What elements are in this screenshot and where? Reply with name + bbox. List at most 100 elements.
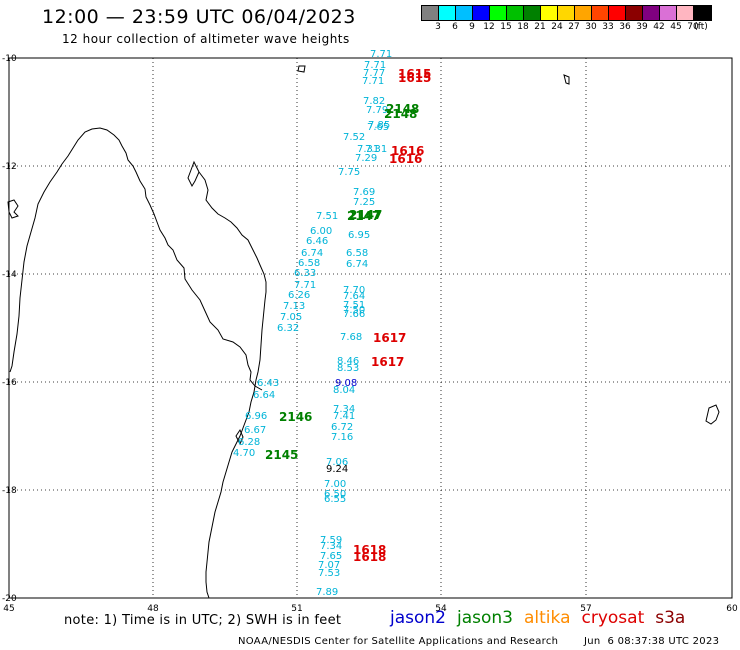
swh-value-label: 7.07	[318, 560, 340, 571]
pass-time-label: 2147	[349, 208, 382, 222]
longitude-label: 51	[291, 604, 302, 614]
colorbar-swatch	[473, 6, 490, 20]
legend-s3a: s3a	[655, 608, 686, 628]
colorbar-swatch	[456, 6, 473, 20]
latitude-label: -12	[2, 162, 17, 172]
swh-value-label: 7.66	[343, 309, 365, 320]
footer-note: note: 1) Time is in UTC; 2) SWH is in fe…	[64, 613, 342, 628]
wave-height-colorbar	[421, 5, 712, 21]
colorbar-tick-label: 21	[534, 22, 546, 32]
generated-timestamp: Jun 6 08:37:38 UTC 2023	[584, 636, 720, 647]
swh-value-label: 6.43	[257, 378, 279, 389]
page-subtitle: 12 hour collection of altimeter wave hei…	[62, 32, 350, 46]
swh-value-label: 7.77	[363, 68, 385, 79]
pass-time-label: 1615	[398, 71, 431, 85]
swh-value-label: 7.69	[353, 187, 375, 198]
swh-value-label: 6.46	[306, 236, 328, 247]
swh-value-label: 7.51	[316, 211, 338, 222]
swh-value-label: 6.64	[253, 390, 275, 401]
colorbar-tick-label: (ft)	[694, 22, 708, 32]
colorbar-tick-label: 9	[469, 22, 475, 32]
longitude-label: 54	[435, 604, 447, 614]
swh-value-label: 6.96	[245, 411, 267, 422]
legend-jason3: jason3	[457, 608, 513, 628]
colorbar-swatch	[422, 6, 439, 20]
swh-value-label: 7.25	[353, 197, 375, 208]
swh-value-label: 6.67	[244, 425, 266, 436]
swh-value-label: 6.28	[238, 437, 260, 448]
swh-value-label: 7.71	[370, 49, 392, 60]
swh-value-label: 7.16	[331, 432, 353, 443]
coastlines	[7, 65, 720, 599]
colorbar-swatch	[694, 6, 711, 20]
longitude-label: 45	[3, 604, 14, 614]
colorbar-tick-label: 70	[687, 22, 699, 32]
pass-time-label: 1616	[389, 152, 422, 166]
swh-value-label: 6.33	[294, 268, 316, 279]
swh-value-label: 6.58	[346, 248, 368, 259]
colorbar-tick-label: 6	[452, 22, 458, 32]
colorbar-swatch	[558, 6, 575, 20]
swh-value-label: 7.06	[326, 457, 348, 468]
colorbar-tick-label: 30	[585, 22, 597, 32]
longitude-labels: 45 48 51 54 57 60	[3, 604, 738, 614]
swh-value-label: 7.59	[320, 535, 342, 546]
swh-value-label: 7.79	[366, 105, 388, 116]
colorbar-tick-label: 3	[435, 22, 441, 32]
pass-time-label: 1618	[353, 543, 386, 557]
swh-value-label: 7.82	[363, 96, 385, 107]
legend-altika: altika	[524, 608, 571, 628]
swh-value-label: 7.05	[280, 312, 302, 323]
pass-time-label: 1617	[371, 355, 404, 369]
colorbar-tick-label: 18	[517, 22, 529, 32]
page-title: 12:00 — 23:59 UTC 06/04/2023	[42, 6, 356, 28]
swh-value-label: 8.46	[337, 356, 359, 367]
swh-value-label: 6.50	[324, 489, 346, 500]
swh-value-label: 7.89	[316, 587, 338, 598]
colorbar-tick-label: 39	[636, 22, 648, 32]
colorbar-swatch	[541, 6, 558, 20]
swh-value-label: 8.53	[337, 363, 359, 374]
colorbar-swatch	[507, 6, 524, 20]
swh-value-label: 6.32	[277, 323, 299, 334]
latitude-labels: -10 -12 -14 -16 -18 -20	[2, 54, 17, 604]
swh-value-label: 6.58	[298, 258, 320, 269]
pass-time-label: 1616	[391, 144, 424, 158]
swh-value-label: 7.71	[364, 60, 386, 71]
swh-value-label: 6.74	[346, 259, 368, 270]
colorbar-swatch	[626, 6, 643, 20]
island-south	[235, 428, 244, 446]
swh-value-label: 7.51	[343, 300, 365, 311]
pass-time-label: 2145	[265, 448, 298, 462]
colorbar-swatch	[677, 6, 694, 20]
colorbar-tick-label: 27	[568, 22, 580, 32]
pass-time-label: 2146	[279, 410, 312, 424]
swh-value-label: 7.75	[338, 167, 360, 178]
pass-time-label: 1618	[353, 550, 386, 564]
swh-value-label: 7.65	[367, 122, 389, 133]
island-mauritius	[705, 404, 720, 425]
island-north	[297, 65, 306, 73]
pass-time-label: 2147	[347, 209, 380, 223]
swh-value-label: 7.71	[294, 280, 316, 291]
swh-value-label: 7.41	[333, 411, 355, 422]
colorbar-tick-label: 36	[619, 22, 631, 32]
swh-value-label: 6.00	[310, 226, 332, 237]
swh-value-label: 7.31	[357, 144, 379, 155]
colorbar-tick-label: 42	[653, 22, 665, 32]
colorbar-tick-label: 24	[551, 22, 563, 32]
swh-value-label: 7.00	[324, 479, 346, 490]
swh-value-label: 7.29	[355, 153, 377, 164]
swh-value-label: 6.72	[331, 422, 353, 433]
swh-value-label: 7.65	[320, 551, 342, 562]
colorbar-swatch	[609, 6, 626, 20]
swh-value-label: 6.55	[324, 494, 346, 505]
colorbar-swatch	[660, 6, 677, 20]
swh-value-label: 9.24	[326, 464, 348, 475]
colorbar-swatch	[490, 6, 507, 20]
swh-value-label: 6.95	[348, 230, 370, 241]
gridlines	[9, 58, 732, 598]
colorbar-tick-label: 45	[670, 22, 682, 32]
pass-time-label: 1615	[398, 67, 431, 81]
wave-height-labels: 7.717.717.777.717.317.827.857.797.657.52…	[233, 49, 392, 598]
